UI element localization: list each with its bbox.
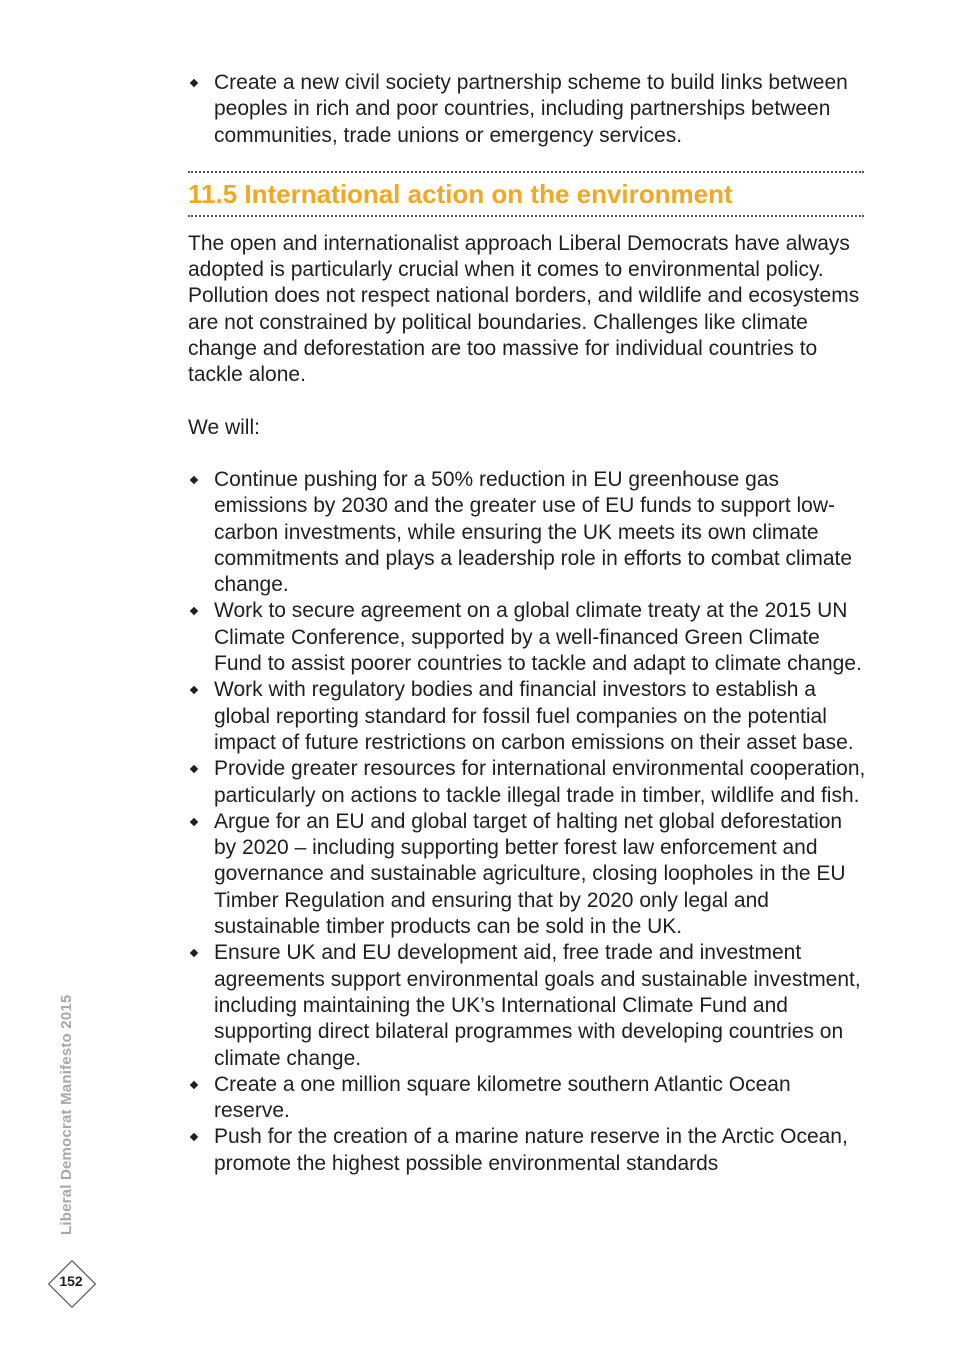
section-heading: 11.5 International action on the environ… [188, 178, 733, 209]
list-item: Create a new civil society partnership s… [188, 70, 868, 149]
page-content: Create a new civil society partnership s… [188, 70, 868, 1177]
list-item-text: Provide greater resources for internatio… [214, 757, 866, 807]
list-item-text: Create a one million square kilometre so… [214, 1072, 791, 1123]
diamond-bullet-icon [189, 764, 199, 774]
list-item: Continue pushing for a 50% reduction in … [188, 467, 868, 598]
dotted-divider-bottom [188, 214, 864, 217]
diamond-bullet-icon [189, 949, 199, 958]
list-item-text: Ensure UK and EU development aid, free t… [214, 941, 861, 1070]
page-number-badge: 152 [47, 1259, 97, 1309]
diamond-bullet-icon [189, 817, 199, 827]
we-will-label: We will: [188, 415, 260, 439]
list-item-text: Work with regulatory bodies and financia… [214, 678, 854, 754]
list-item: Provide greater resources for internatio… [188, 756, 868, 809]
section-intro: The open and internationalist approach L… [188, 231, 860, 387]
list-item: Argue for an EU and global target of hal… [188, 809, 868, 940]
list-item: Work to secure agreement on a global cli… [188, 598, 868, 677]
diamond-bullet-icon [189, 1080, 199, 1090]
list-item-text: Work to secure agreement on a global cli… [214, 599, 862, 676]
diamond-bullet-icon [189, 475, 199, 485]
dotted-divider-top [188, 170, 864, 173]
list-item-text: Create a new civil society partnership s… [214, 71, 848, 147]
diamond-bullet-icon [189, 78, 199, 88]
pledge-list: Continue pushing for a 50% reduction in … [188, 467, 868, 1177]
diamond-bullet-icon [189, 1133, 199, 1142]
list-item-text: Continue pushing for a 50% reduction in … [214, 467, 853, 597]
top-bullet-list: Create a new civil society partnership s… [188, 70, 868, 149]
sidebar-manifesto-title: Liberal Democrat Manifesto 2015 [58, 994, 75, 1235]
list-item: Create a one million square kilometre so… [188, 1072, 868, 1125]
list-item-text: Push for the creation of a marine nature… [214, 1125, 848, 1175]
list-item-text: Argue for an EU and global target of hal… [214, 809, 846, 939]
diamond-bullet-icon [189, 607, 199, 616]
list-item: Push for the creation of a marine nature… [188, 1124, 868, 1177]
list-item: Work with regulatory bodies and financia… [188, 677, 868, 756]
page-number: 152 [59, 1273, 83, 1289]
diamond-bullet-icon [189, 686, 199, 695]
list-item: Ensure UK and EU development aid, free t… [188, 940, 868, 1071]
